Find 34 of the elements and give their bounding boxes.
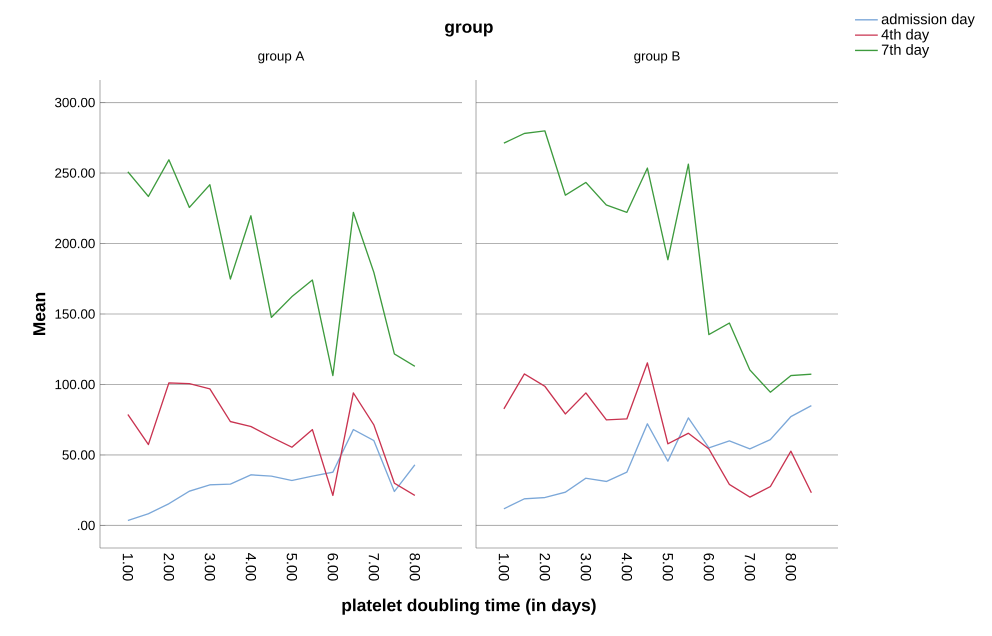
x-tick-label: 8.00	[410, 553, 420, 581]
legend-label: 4th day	[881, 28, 930, 42]
line-series	[127, 382, 416, 496]
y-tick-label: 50.00	[62, 450, 95, 460]
y-tick-label: 150.00	[56, 309, 95, 319]
x-tick-label: 7.00	[368, 553, 380, 581]
x-tick-label: 3.00	[204, 553, 216, 581]
y-tick-label: 200.00	[55, 238, 95, 248]
x-tick-label: 6.00	[328, 553, 338, 581]
y-tick-label: 100.00	[56, 380, 95, 390]
y-tick-label: 300.00	[55, 98, 95, 108]
y-tick-label: 250.00	[55, 168, 95, 178]
text: group	[445, 23, 493, 36]
line-series	[127, 428, 416, 522]
x-tick-label: 4.00	[622, 553, 632, 581]
legend-label: admission day	[882, 14, 975, 28]
x-tick-label: 5.00	[662, 553, 674, 581]
x-tick-label: 5.00	[286, 553, 298, 581]
x-tick-label: 8.00	[786, 553, 796, 581]
x-tick-label: 6.00	[704, 553, 714, 581]
chart-title: group B	[634, 51, 680, 64]
y-tick-label: .00	[78, 520, 95, 530]
legend-label: 7th day	[882, 44, 930, 58]
x-tick-label: 2.00	[540, 553, 550, 581]
x-tick-label: 1.00	[122, 554, 134, 581]
x-tick-label: 2.00	[164, 553, 174, 581]
x-tick-label: 7.00	[744, 553, 756, 581]
x-tick-label: 3.00	[580, 553, 592, 581]
line-series	[127, 159, 416, 376]
chart-title: group A	[258, 51, 304, 64]
x-tick-label: 1.00	[498, 554, 510, 581]
x-axis-title: platelet doubling time (in days)	[342, 598, 596, 615]
y-axis-title: Mean	[33, 292, 46, 336]
x-tick-label: 4.00	[246, 553, 256, 581]
